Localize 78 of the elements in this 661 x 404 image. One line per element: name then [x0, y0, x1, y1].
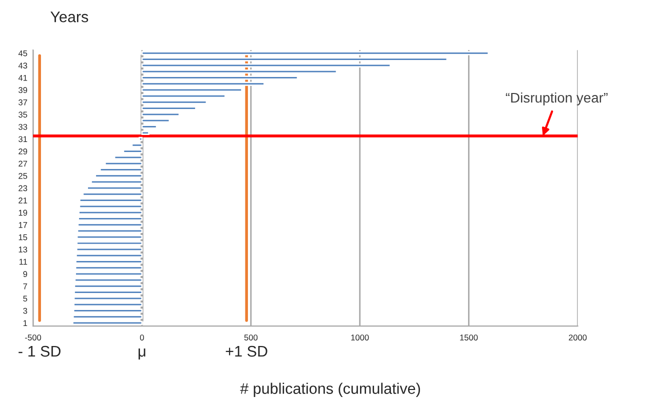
bar	[78, 210, 143, 215]
bar	[141, 69, 338, 74]
ref-line-label: - 1 SD	[18, 346, 61, 357]
bar	[86, 186, 143, 190]
y-tick-label: 1	[23, 320, 28, 326]
y-tick-label: 5	[23, 296, 28, 302]
bar	[76, 247, 143, 252]
bar	[82, 192, 143, 196]
y-tick-label: 23	[18, 185, 28, 192]
y-tick-label: 33	[18, 124, 28, 130]
bar	[141, 88, 242, 92]
bar	[74, 272, 143, 276]
bar	[77, 222, 143, 227]
y-tick-label: 3	[23, 308, 28, 314]
x-tick-label: 1500	[460, 334, 478, 340]
bar	[74, 284, 143, 288]
bar	[104, 161, 143, 166]
y-tick-label: 13	[18, 246, 28, 252]
bar	[72, 308, 143, 313]
bar	[141, 106, 196, 110]
ref-line-label: +1 SD	[226, 346, 268, 357]
bar	[141, 57, 448, 62]
bar	[141, 130, 150, 135]
x-tick-label: 500	[244, 334, 258, 340]
y-tick-label: 35	[18, 112, 28, 118]
bar	[72, 320, 143, 326]
bar	[75, 253, 143, 258]
bar	[141, 112, 180, 117]
y-tick-label: 11	[19, 258, 28, 265]
x-tick-label: 0	[140, 334, 144, 340]
y-tick-label: 19	[18, 210, 28, 216]
bar	[131, 143, 143, 148]
bar	[73, 302, 143, 307]
bar	[122, 149, 143, 154]
bar	[94, 174, 143, 178]
y-tick-label: 29	[18, 148, 28, 154]
y-axis-title: Years	[50, 12, 88, 22]
bar	[73, 296, 143, 301]
bar	[141, 118, 170, 123]
bar	[72, 314, 143, 319]
bar	[78, 204, 143, 209]
x-tick-label: 2000	[568, 334, 587, 340]
bar	[141, 63, 392, 68]
bar	[141, 94, 226, 98]
bar	[74, 290, 143, 294]
bar	[141, 100, 208, 104]
y-tick-label: 7	[23, 283, 28, 290]
y-tick-label: 27	[18, 160, 28, 167]
y-tick-label: 21	[18, 198, 28, 204]
bar	[138, 136, 143, 142]
bar	[76, 241, 143, 246]
y-tick-label: 43	[18, 62, 28, 69]
y-tick-label: 41	[18, 74, 28, 81]
bar	[75, 260, 143, 264]
y-tick-label: 45	[18, 50, 28, 56]
y-tick-label: 25	[18, 173, 28, 179]
bar	[141, 51, 490, 56]
bar	[74, 266, 143, 270]
y-tick-label: 31	[18, 136, 28, 142]
bar	[76, 235, 143, 240]
bar	[78, 216, 143, 221]
y-tick-label: 9	[23, 271, 28, 278]
bar	[76, 228, 143, 234]
x-tick-label: -500	[25, 334, 42, 340]
y-tick-label: 37	[18, 99, 28, 106]
annotation: “Disruption year”	[506, 92, 608, 106]
bar	[74, 278, 143, 282]
bar	[114, 155, 143, 160]
y-tick-label: 17	[18, 222, 28, 228]
x-tick-label: 1000	[351, 334, 369, 340]
bar	[99, 168, 143, 172]
y-tick-label: 15	[18, 234, 28, 240]
bar	[78, 198, 143, 202]
y-tick-label: 39	[18, 87, 28, 94]
bar	[90, 180, 143, 184]
bar	[141, 124, 158, 129]
x-axis-title: # publications (cumulative)	[240, 382, 420, 397]
ref-line-label: μ	[138, 348, 146, 360]
